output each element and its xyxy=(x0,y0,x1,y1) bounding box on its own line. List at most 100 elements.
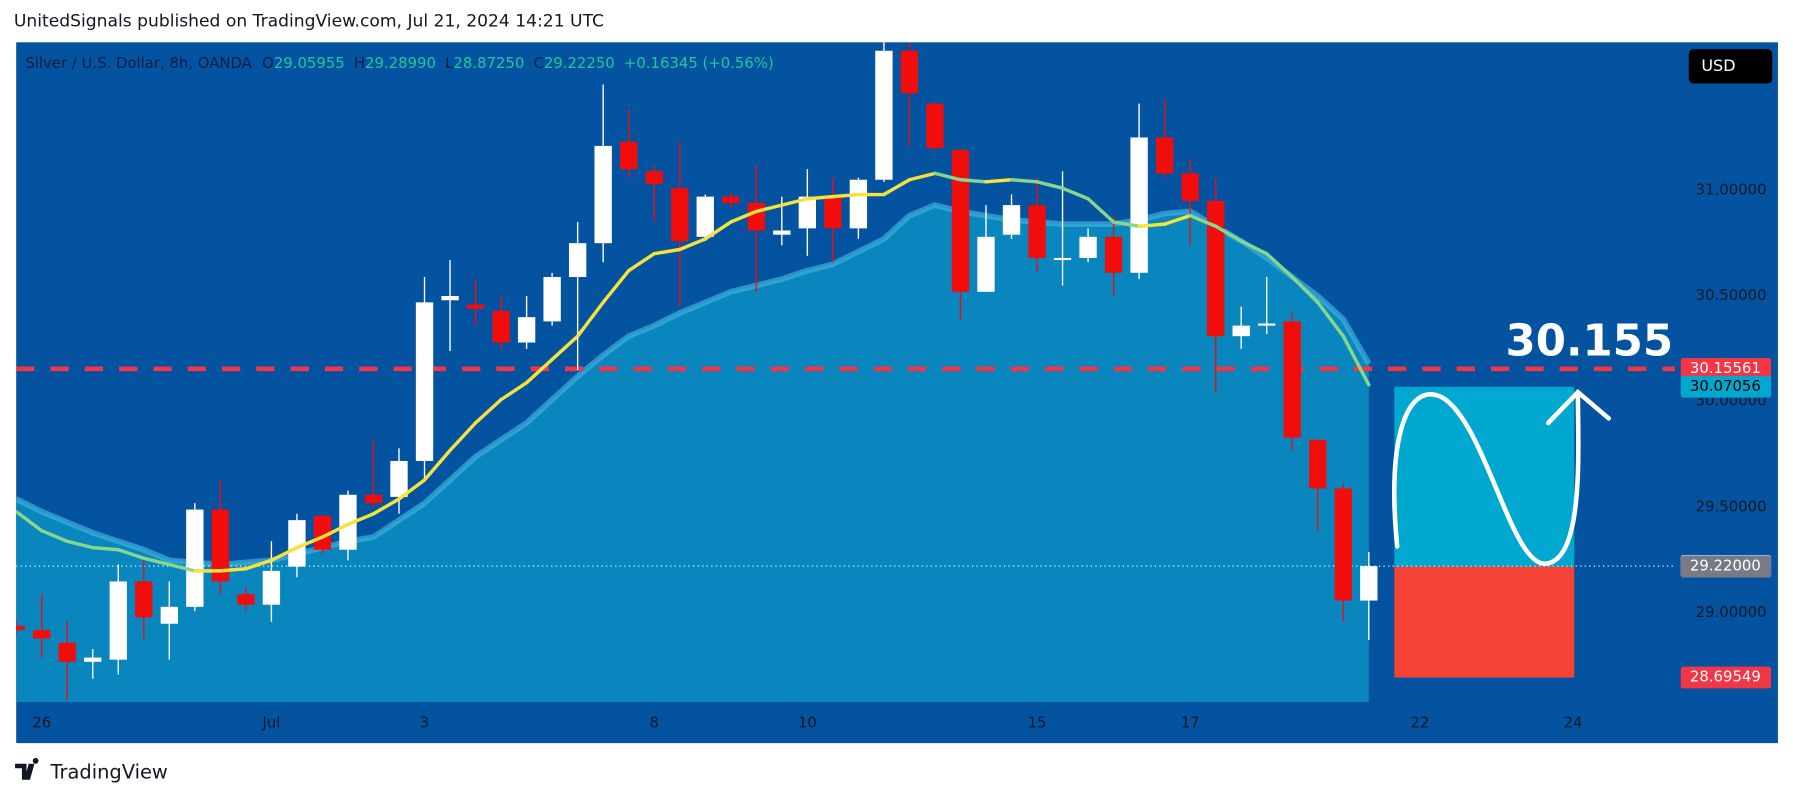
legend-val: 28.87250 xyxy=(453,54,524,72)
drawn-arrow xyxy=(1545,389,1612,426)
candle-body xyxy=(466,304,485,309)
ma-segment xyxy=(933,171,963,182)
candle-body xyxy=(1207,200,1225,337)
legend-symbol: Silver / U.S. Dollar, 8h, OANDA xyxy=(25,54,252,72)
ma-segment xyxy=(1341,334,1371,387)
candle-body xyxy=(109,581,127,660)
candle-body xyxy=(364,494,383,504)
ma-segment xyxy=(703,220,733,241)
ma-segment xyxy=(550,334,580,362)
candle-body xyxy=(824,196,842,229)
ma-segment xyxy=(116,548,146,560)
x-tick-label: Jul xyxy=(261,714,280,732)
legend-val: 29.22250 xyxy=(544,54,615,72)
ma-segment xyxy=(652,247,682,256)
candle-body xyxy=(747,202,765,231)
ma-segment xyxy=(1239,239,1269,256)
candle-body xyxy=(262,570,281,605)
ma-segment xyxy=(167,562,197,573)
ma-segment xyxy=(473,397,503,425)
y-tick-label: 29.00000 xyxy=(1696,603,1767,621)
plot-area xyxy=(16,42,1676,702)
candle-body xyxy=(1181,173,1199,201)
candle-body xyxy=(1053,257,1072,261)
ma-segment xyxy=(831,192,861,199)
candle-body xyxy=(773,230,791,235)
candle-body xyxy=(722,196,740,203)
y-tick-label: 31.00000 xyxy=(1696,180,1767,198)
ma-segment xyxy=(1137,222,1167,228)
candle-body xyxy=(594,145,612,244)
x-tick-label: 8 xyxy=(649,714,658,732)
ma-segment xyxy=(1009,178,1039,184)
candle-body xyxy=(237,594,255,605)
candle-body xyxy=(517,317,536,343)
ma-segment xyxy=(1188,213,1218,228)
currency: USD xyxy=(1701,56,1735,75)
price-label: 28.69549 xyxy=(1690,668,1761,686)
candle-body xyxy=(1104,236,1123,273)
legend-val: 29.28990 xyxy=(365,54,436,72)
ma-segment xyxy=(1213,224,1243,243)
candle-body xyxy=(1079,236,1097,258)
annotation: 30.155 xyxy=(1506,317,1674,367)
candle-body xyxy=(186,509,204,607)
candle-body xyxy=(441,296,459,301)
ma-segment xyxy=(1162,213,1192,226)
ma-segment xyxy=(678,237,707,252)
x-tick-label: 22 xyxy=(1410,714,1429,732)
candle-body xyxy=(492,310,510,343)
ma-segment xyxy=(1060,186,1090,201)
stop-zone xyxy=(1394,566,1575,678)
ma-segment xyxy=(16,509,44,533)
candle-body xyxy=(339,494,357,550)
ma-segment xyxy=(91,545,120,552)
candle-body xyxy=(1283,321,1301,438)
candle-body xyxy=(1002,205,1021,235)
candle-body xyxy=(798,196,817,229)
target-zone xyxy=(1394,386,1575,567)
legend-label: L xyxy=(445,54,454,72)
ma-segment xyxy=(39,528,69,543)
x-tick-label: 15 xyxy=(1028,714,1047,732)
logo-mark xyxy=(15,757,39,780)
candle-body xyxy=(288,520,306,567)
ma-segment xyxy=(907,171,937,182)
ma-segment xyxy=(575,300,605,338)
candle-body xyxy=(568,243,587,277)
ma-segment xyxy=(1316,300,1346,338)
candle-body xyxy=(415,302,434,461)
legend-label: O xyxy=(262,54,274,72)
candle-body xyxy=(900,50,919,94)
candle-body xyxy=(135,581,153,618)
y-tick-label: 30.50000 xyxy=(1696,286,1767,304)
candle-body xyxy=(1232,325,1250,337)
candle-body xyxy=(1028,205,1046,258)
candle-body xyxy=(875,50,893,180)
candle-body xyxy=(1258,323,1276,326)
ma-segment xyxy=(346,512,376,527)
candle-body xyxy=(951,150,970,292)
ma-segment xyxy=(422,448,452,482)
candle-body xyxy=(58,642,76,662)
ma-area xyxy=(16,205,1369,702)
ma-segment xyxy=(371,497,401,516)
candle-body xyxy=(696,196,714,237)
candle-body xyxy=(926,103,944,149)
candle-body xyxy=(1130,137,1148,273)
price-label-bg xyxy=(1680,555,1772,578)
publisher: UnitedSignals published on TradingView.c… xyxy=(14,12,604,32)
candle-body xyxy=(1309,439,1327,489)
candle-body xyxy=(16,625,25,631)
ma-segment xyxy=(626,252,656,273)
legend-val: +0.16345 (+0.56%) xyxy=(624,54,774,72)
ma-segment xyxy=(805,194,835,201)
ma-segment xyxy=(1290,275,1320,305)
ma-segment xyxy=(448,421,478,453)
ma-segment xyxy=(984,178,1014,184)
ma-segment xyxy=(65,539,95,550)
y-tick-label: 29.50000 xyxy=(1696,497,1767,515)
x-tick-label: 17 xyxy=(1181,714,1200,732)
candle-body xyxy=(977,236,995,292)
